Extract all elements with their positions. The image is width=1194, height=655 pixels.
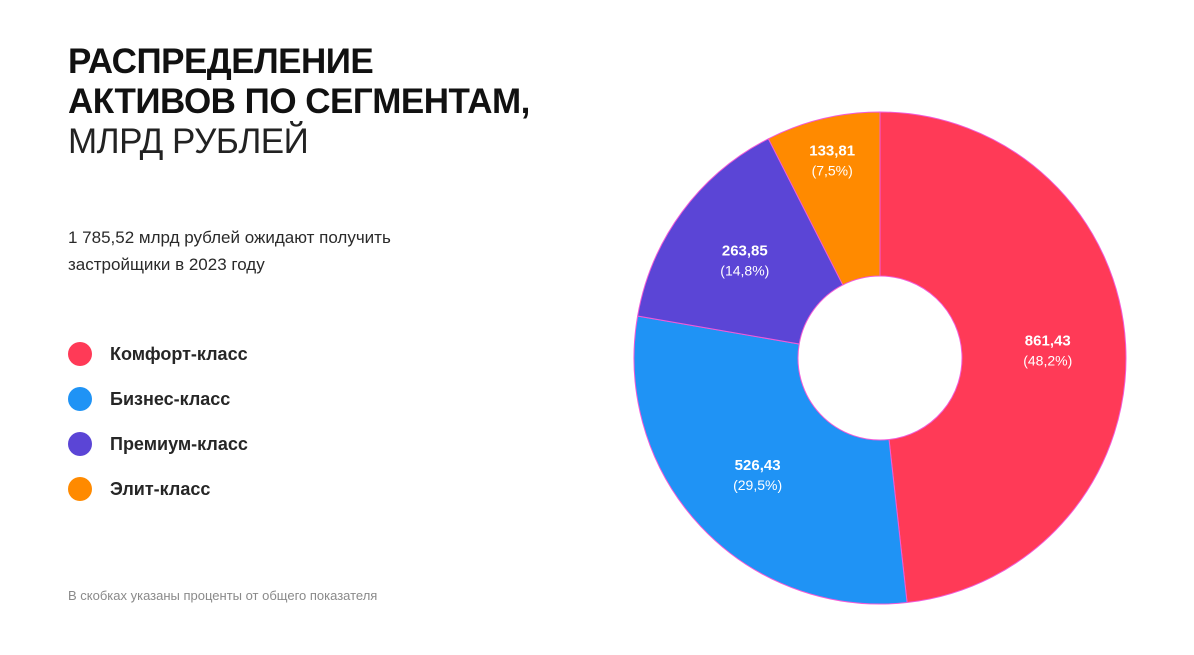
legend-swatch-business [68, 387, 92, 411]
slice-value-label-business: 526,43 [735, 457, 781, 474]
legend-label-elite: Элит-класс [110, 478, 211, 499]
legend-item-elite: Элит-класс [68, 477, 388, 501]
subtitle-line-1: 1 785,52 млрд рублей ожидают получить [68, 228, 391, 247]
donut-labels: 861,43 (48,2%) 526,43 (29,5%) 263,85 (14,8%) 1… [720, 143, 1072, 493]
legend-item-business: Бизнес-класс [68, 387, 388, 411]
legend: Комфорт-класс Бизнес-класс Премиум-класс… [68, 342, 388, 522]
slice-value-label-comfort: 861,43 [1025, 333, 1071, 350]
slice-percent-label-business: (29,5%) [733, 477, 782, 493]
title-unit-line: МЛРД РУБЛЕЙ [68, 122, 309, 161]
legend-item-comfort: Комфорт-класс [68, 342, 388, 366]
chart-subtitle: 1 785,52 млрд рублей ожидают получить за… [68, 224, 488, 278]
legend-label-business: Бизнес-класс [110, 388, 231, 409]
slice-percent-label-premium: (14,8%) [720, 262, 769, 278]
donut-slices [633, 111, 1127, 605]
title-line-1: РАСПРЕДЕЛЕНИЕ [68, 42, 374, 81]
slice-value-label-elite: 133,81 [809, 143, 855, 160]
subtitle-line-2: застройщики в 2023 году [68, 255, 265, 274]
legend-swatch-comfort [68, 342, 92, 366]
slice-premium [637, 138, 844, 345]
slice-percent-label-elite: (7,5%) [812, 163, 853, 179]
slice-percent-label-comfort: (48,2%) [1023, 353, 1072, 369]
slice-business [633, 315, 908, 605]
legend-item-premium: Премиум-класс [68, 432, 388, 456]
legend-label-comfort: Комфорт-класс [110, 343, 248, 364]
legend-swatch-premium [68, 432, 92, 456]
slice-value-label-premium: 263,85 [722, 242, 768, 259]
footnote: В скобках указаны проценты от общего пок… [68, 588, 378, 603]
donut-chart: 861,43 (48,2%) 526,43 (29,5%) 263,85 (14,8%) 1… [633, 111, 1127, 605]
chart-title: РАСПРЕДЕЛЕНИЕ АКТИВОВ ПО СЕГМЕНТАМ, МЛРД… [68, 42, 628, 162]
slice-comfort [879, 111, 1127, 604]
legend-label-premium: Премиум-класс [110, 433, 248, 454]
title-line-2: АКТИВОВ ПО СЕГМЕНТАМ, [68, 82, 530, 121]
legend-swatch-elite [68, 477, 92, 501]
slice-elite [767, 111, 881, 286]
